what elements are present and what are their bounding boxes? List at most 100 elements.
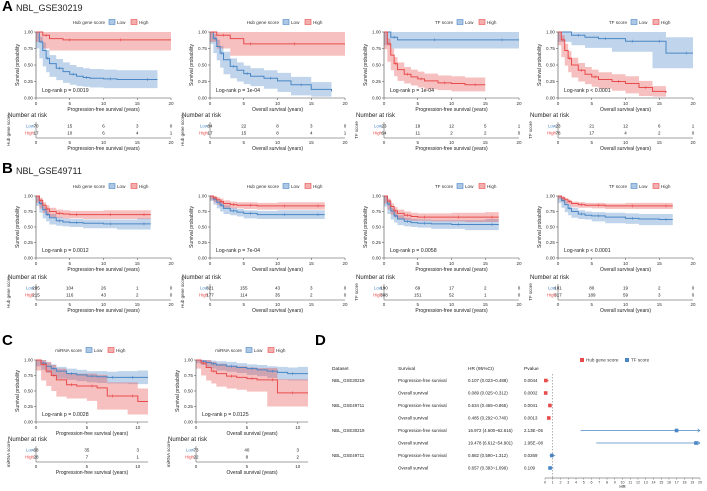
- risk-x-tick-label: 10: [449, 140, 455, 145]
- x-tick-label: 5: [590, 101, 593, 106]
- x-tick-label: 20: [690, 101, 696, 106]
- x-tick-label: 20: [516, 101, 522, 106]
- y-tick-label: 0.00: [546, 256, 555, 261]
- forest-survival: Overall survival: [398, 416, 428, 421]
- forest-hr: 0.634 (0.465~0.865): [468, 403, 508, 408]
- risk-count: 0: [170, 124, 173, 129]
- y-axis-label: Survival probability: [15, 206, 21, 248]
- km-chart-b2: Hub gene score Low High 0.00 0.25 0.50 0.75 1.0…: [180, 183, 348, 314]
- ci-band-high: [384, 196, 499, 223]
- risk-table-title: Number at risk: [182, 275, 222, 281]
- risk-count: 17: [33, 131, 39, 136]
- risk-x-tick-label: 20: [168, 302, 174, 307]
- risk-y-label: miRNA score: [6, 440, 11, 467]
- risk-count: 0: [344, 293, 347, 298]
- pvalue-annotation: Log-rank p = 1e-04: [390, 88, 434, 94]
- x-axis-label: Progression-free survival (years): [415, 267, 488, 273]
- risk-table-title: Number at risk: [168, 437, 208, 443]
- risk-x-axis-label: Overall survival (years): [600, 308, 651, 314]
- risk-x-axis-label: Overall survival (years): [600, 146, 651, 152]
- ci-band-high: [210, 196, 325, 210]
- risk-x-tick-label: 20: [342, 140, 348, 145]
- x-tick-label: 15: [483, 261, 489, 266]
- risk-count: 15: [241, 131, 247, 136]
- km-chart-c1: miRNA score Low High 0.00 0.25 0.50 0.75 1.00 0 5…: [6, 347, 148, 476]
- risk-count: 52: [449, 293, 455, 298]
- forest-x-tick-label: 14: [652, 481, 656, 485]
- x-tick-label: 0: [383, 261, 386, 266]
- forest-pvalue: 2.13E−05: [524, 428, 543, 433]
- legend-title: Hub gene score: [73, 184, 106, 189]
- legend-swatch: [478, 183, 486, 189]
- forest-x-tick-label: 10: [621, 481, 625, 485]
- risk-count: 0: [518, 286, 521, 291]
- legend-title: Hub gene score: [73, 20, 106, 25]
- x-tick-label: 15: [309, 261, 315, 266]
- risk-row-label: High: [25, 131, 35, 136]
- legend-swatch: [625, 358, 629, 362]
- legend-title: TF score: [435, 184, 454, 189]
- risk-row-label: Low: [200, 124, 209, 129]
- risk-x-tick-label: 5: [416, 302, 419, 307]
- panel-title-a: NBL_GSE30219: [16, 3, 83, 13]
- risk-table-title: Number at risk: [8, 437, 48, 443]
- risk-count: 0: [692, 286, 695, 291]
- risk-x-tick-label: 0: [557, 140, 560, 145]
- risk-count: 3: [310, 124, 313, 129]
- forest-x-tick-label: 6: [591, 481, 593, 485]
- km-line-low: [36, 31, 158, 81]
- risk-count: 26: [101, 286, 107, 291]
- legend-entry: High: [116, 348, 126, 353]
- risk-count: 2: [658, 286, 661, 291]
- pvalue-annotation: Log-rank p = 0.0125: [202, 412, 249, 418]
- km-line-low: [558, 195, 673, 221]
- risk-count: 3: [658, 293, 661, 298]
- y-tick-label: 0.00: [372, 256, 381, 261]
- risk-count: 181: [554, 286, 562, 291]
- risk-y-label: TF score: [354, 121, 359, 139]
- risk-x-tick-label: 0: [35, 464, 38, 469]
- x-axis-label: Progression-free survival (years): [67, 107, 140, 113]
- legend-swatch: [85, 347, 93, 353]
- risk-count: 69: [415, 286, 421, 291]
- x-tick-label: 10: [295, 425, 301, 430]
- risk-count: 78: [555, 131, 561, 136]
- risk-x-axis-label: Overall survival (years): [226, 470, 277, 476]
- risk-y-label: Hub gene score: [180, 114, 185, 146]
- km-chart-b4: TF score Low High 0.00 0.25 0.50 0.75 1.00 0 5 10 1…: [528, 183, 696, 314]
- risk-table-title: Number at risk: [530, 113, 570, 119]
- risk-count: 11: [415, 131, 420, 136]
- risk-y-label: Hub gene score: [180, 276, 185, 308]
- risk-x-tick-label: 10: [295, 464, 301, 469]
- risk-count: 215: [32, 293, 40, 298]
- y-axis-label: Survival probability: [189, 206, 195, 248]
- risk-count: 0: [344, 124, 347, 129]
- risk-count: 64: [381, 131, 387, 136]
- forest-x-tick-label: 8: [606, 481, 608, 485]
- risk-count: 28: [33, 455, 39, 460]
- risk-x-axis-label: Overall survival (years): [252, 308, 303, 314]
- y-tick-label: 1.00: [24, 194, 33, 199]
- ci-band-high: [196, 360, 308, 407]
- forest-dataset: NBL_GSE49711: [332, 453, 365, 458]
- risk-count: 0: [344, 286, 347, 291]
- legend-swatch: [107, 347, 115, 353]
- y-tick-label: 1.00: [546, 194, 555, 199]
- km-line-low: [210, 31, 332, 92]
- y-tick-label: 0.25: [24, 404, 33, 409]
- risk-count: 80: [589, 286, 595, 291]
- risk-count: 2: [297, 455, 300, 460]
- legend-entry: High: [661, 184, 671, 189]
- x-axis-label: Progression-free survival (years): [56, 431, 129, 437]
- x-tick-label: 20: [342, 261, 348, 266]
- forest-point: [548, 403, 552, 408]
- risk-count: 23: [555, 124, 561, 129]
- risk-row-label: Low: [548, 286, 557, 291]
- panel-label-a: A: [2, 0, 13, 15]
- risk-row-label: High: [547, 293, 557, 298]
- risk-count: 3: [137, 448, 140, 453]
- legend-swatch: [130, 19, 138, 25]
- x-tick-label: 10: [101, 101, 107, 106]
